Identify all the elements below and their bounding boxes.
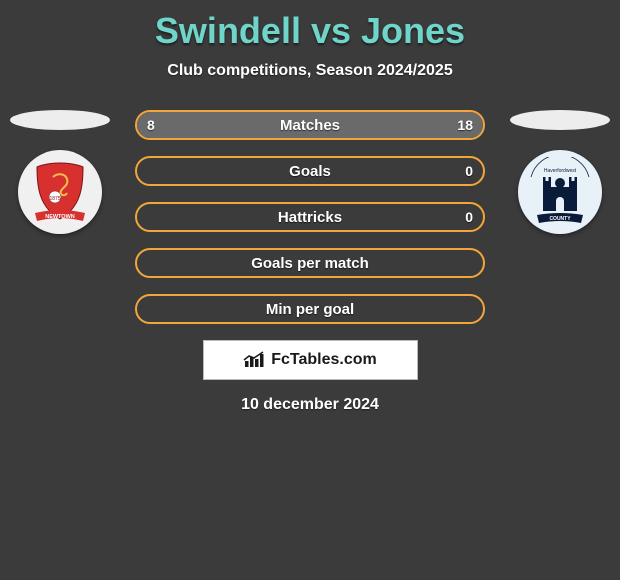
bar-label: Hattricks bbox=[278, 209, 342, 226]
player-left-photo-placeholder bbox=[10, 110, 110, 130]
page-title: Swindell vs Jones bbox=[0, 0, 620, 52]
castle-icon: Haverfordwest COUNTY bbox=[525, 157, 595, 227]
svg-text:1875: 1875 bbox=[49, 196, 60, 202]
player-right-slot: Haverfordwest COUNTY bbox=[510, 110, 610, 234]
bar-label: Matches bbox=[280, 117, 340, 134]
stat-bars: 8 Matches 18 Goals 0 Hattricks 0 Goals per matc… bbox=[135, 110, 485, 324]
bar-chart-icon bbox=[243, 351, 265, 369]
stat-bar: Goals per match bbox=[135, 248, 485, 278]
player-left-slot: 1875 NEWTOWN bbox=[10, 110, 110, 234]
bar-label: Goals per match bbox=[251, 255, 369, 272]
bar-value-right: 0 bbox=[465, 209, 473, 225]
club-crest-left: 1875 NEWTOWN bbox=[18, 150, 102, 234]
stat-bar: Min per goal bbox=[135, 294, 485, 324]
subtitle: Club competitions, Season 2024/2025 bbox=[0, 62, 620, 80]
brand-text: FcTables.com bbox=[271, 351, 377, 369]
comparison-panel: 1875 NEWTOWN Haverfordwest COUNT bbox=[0, 110, 620, 414]
club-crest-right: Haverfordwest COUNTY bbox=[518, 150, 602, 234]
stat-bar: 8 Matches 18 bbox=[135, 110, 485, 140]
stat-bar: Hattricks 0 bbox=[135, 202, 485, 232]
title-right: Jones bbox=[361, 10, 465, 51]
player-right-photo-placeholder bbox=[510, 110, 610, 130]
bar-value-left: 8 bbox=[147, 117, 155, 133]
bar-value-right: 18 bbox=[457, 117, 473, 133]
bar-value-right: 0 bbox=[465, 163, 473, 179]
svg-text:COUNTY: COUNTY bbox=[549, 216, 571, 222]
title-left: Swindell bbox=[155, 10, 301, 51]
stat-bar: Goals 0 bbox=[135, 156, 485, 186]
bar-label: Goals bbox=[289, 163, 331, 180]
bar-label: Min per goal bbox=[266, 301, 354, 318]
brand-badge[interactable]: FcTables.com bbox=[203, 340, 418, 380]
svg-text:Haverfordwest: Haverfordwest bbox=[544, 168, 577, 174]
shield-icon: 1875 NEWTOWN bbox=[25, 157, 95, 227]
date-label: 10 december 2024 bbox=[0, 396, 620, 414]
title-vs: vs bbox=[311, 10, 351, 51]
svg-text:NEWTOWN: NEWTOWN bbox=[45, 214, 75, 220]
